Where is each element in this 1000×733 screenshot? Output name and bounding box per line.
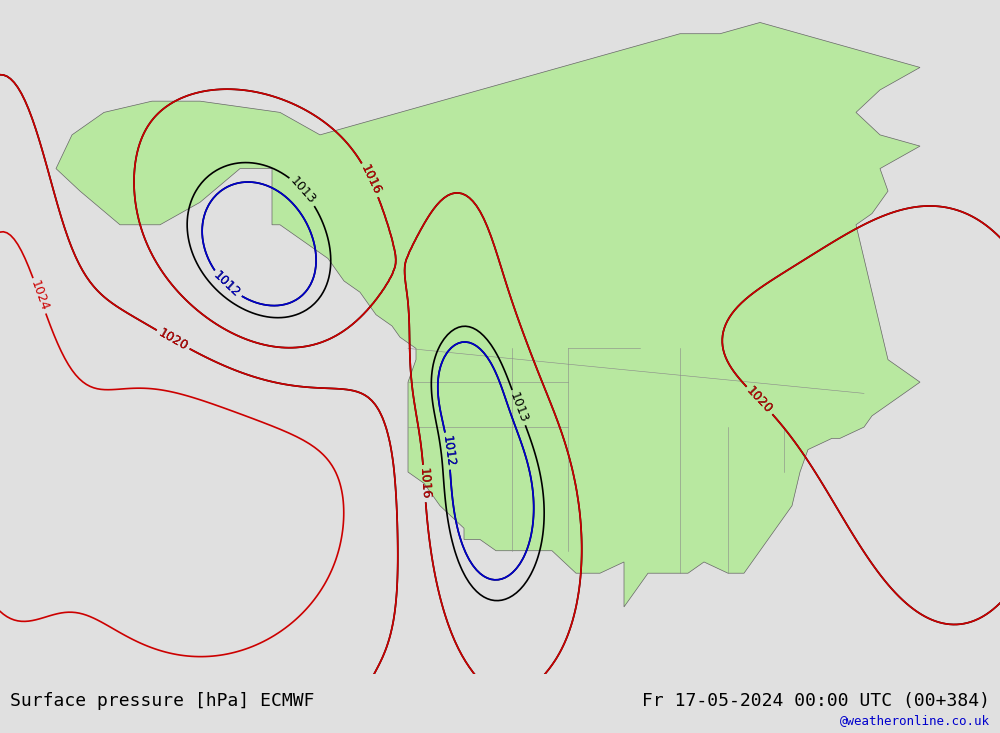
Polygon shape (56, 23, 920, 607)
Text: Surface pressure [hPa] ECMWF: Surface pressure [hPa] ECMWF (10, 692, 314, 710)
Text: @weatheronline.co.uk: @weatheronline.co.uk (840, 714, 990, 727)
Text: 1016: 1016 (417, 468, 432, 500)
Text: 1013: 1013 (288, 175, 319, 207)
Text: 1016: 1016 (358, 163, 383, 197)
Text: 1012: 1012 (211, 269, 243, 301)
Text: 1012: 1012 (211, 269, 243, 301)
Text: 1024: 1024 (28, 279, 51, 313)
Text: 1012: 1012 (440, 435, 457, 468)
Text: 1020: 1020 (156, 326, 190, 353)
Text: 1020: 1020 (744, 384, 775, 416)
Text: 1020: 1020 (744, 384, 775, 416)
Text: 1016: 1016 (417, 468, 432, 500)
Text: 1020: 1020 (156, 326, 190, 353)
Text: 1016: 1016 (358, 163, 383, 197)
Text: 1013: 1013 (507, 391, 530, 424)
Text: 1012: 1012 (440, 435, 457, 468)
Text: Fr 17-05-2024 00:00 UTC (00+384): Fr 17-05-2024 00:00 UTC (00+384) (642, 692, 990, 710)
